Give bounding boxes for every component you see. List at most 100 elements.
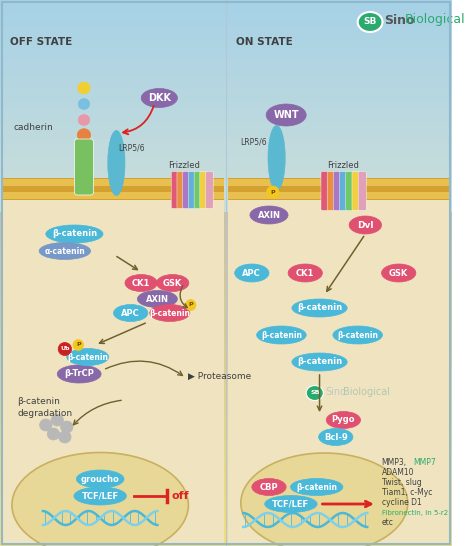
Text: P: P (271, 189, 275, 194)
Text: Dvl: Dvl (357, 221, 374, 229)
Bar (0, 136, 452, 144)
Bar (3, 200, 224, 543)
FancyBboxPatch shape (321, 171, 329, 211)
Text: Pygo: Pygo (332, 416, 355, 424)
Bar (0, 396, 452, 403)
Text: Bcl-9: Bcl-9 (324, 432, 347, 442)
Bar (0, 355, 452, 363)
Bar (0, 376, 452, 383)
Ellipse shape (77, 129, 91, 141)
Bar (0, 532, 452, 540)
Bar (0, 348, 452, 356)
Text: AXIN: AXIN (146, 294, 169, 304)
Bar (0, 382, 452, 390)
Text: Ub: Ub (60, 347, 70, 352)
Ellipse shape (268, 126, 285, 191)
Bar (0, 437, 452, 444)
FancyBboxPatch shape (188, 171, 196, 209)
Text: β-catenin: β-catenin (297, 304, 342, 312)
Text: TCF/LEF: TCF/LEF (82, 491, 118, 501)
Bar (0, 362, 452, 370)
Text: ON STATE: ON STATE (236, 37, 292, 47)
Ellipse shape (58, 342, 72, 355)
FancyBboxPatch shape (194, 171, 202, 209)
Bar (0, 341, 452, 349)
Text: Biological: Biological (343, 387, 391, 397)
Text: β-catenin: β-catenin (67, 353, 108, 361)
FancyBboxPatch shape (182, 171, 190, 209)
FancyBboxPatch shape (358, 171, 366, 211)
Ellipse shape (78, 82, 90, 94)
Text: SB: SB (364, 17, 377, 27)
FancyBboxPatch shape (200, 171, 208, 209)
Text: DKK: DKK (148, 93, 171, 103)
Text: β-catenin: β-catenin (52, 229, 97, 239)
Text: off: off (172, 491, 189, 501)
Ellipse shape (73, 340, 83, 351)
Bar (228, 179, 449, 186)
Text: β-catenin: β-catenin (296, 483, 337, 491)
Text: etc: etc (382, 518, 393, 527)
Ellipse shape (76, 470, 124, 488)
Ellipse shape (358, 12, 383, 32)
Bar (0, 82, 452, 90)
Bar (0, 103, 452, 110)
Bar (0, 191, 452, 199)
FancyBboxPatch shape (74, 139, 93, 195)
Ellipse shape (125, 275, 157, 292)
Text: Biological: Biological (404, 14, 465, 27)
Ellipse shape (235, 264, 269, 282)
Text: CK1: CK1 (132, 278, 150, 288)
Bar (0, 450, 452, 458)
Bar (0, 369, 452, 376)
Bar (0, 157, 452, 165)
Bar (0, 430, 452, 438)
Ellipse shape (185, 300, 196, 311)
Text: degradation: degradation (17, 408, 73, 418)
Ellipse shape (250, 206, 288, 224)
Ellipse shape (382, 264, 416, 282)
Ellipse shape (326, 412, 361, 429)
Text: Sino: Sino (384, 14, 415, 27)
Bar (0, 505, 452, 513)
Ellipse shape (319, 429, 353, 446)
Bar (0, 539, 452, 546)
Bar (0, 471, 452, 479)
Text: LRP5/6: LRP5/6 (118, 144, 145, 152)
Bar (0, 246, 452, 253)
Text: GSK: GSK (163, 278, 182, 288)
Bar (0, 48, 452, 56)
Text: β-catenin: β-catenin (337, 330, 378, 340)
Text: β-TrCP: β-TrCP (64, 370, 94, 378)
Bar (0, 334, 452, 342)
Bar (0, 321, 452, 329)
Ellipse shape (150, 305, 190, 322)
Bar (0, 239, 452, 247)
Bar (0, 130, 452, 138)
Ellipse shape (292, 353, 347, 371)
Ellipse shape (266, 104, 306, 126)
Ellipse shape (59, 431, 71, 443)
Bar (0, 294, 452, 301)
Ellipse shape (291, 478, 343, 496)
Bar (0, 55, 452, 62)
Text: P: P (76, 342, 81, 347)
Bar (0, 485, 452, 492)
FancyBboxPatch shape (171, 171, 179, 209)
Ellipse shape (256, 326, 306, 344)
Ellipse shape (57, 365, 101, 383)
Bar (3, 178, 224, 200)
Text: Sino: Sino (325, 387, 346, 397)
Text: β-catenin: β-catenin (261, 330, 302, 340)
Text: MMP7: MMP7 (413, 458, 436, 467)
Bar (0, 457, 452, 465)
Bar (0, 443, 452, 452)
Bar (0, 512, 452, 520)
Bar (0, 423, 452, 431)
Bar (0, 307, 452, 315)
Text: groucho: groucho (81, 474, 119, 484)
Bar (0, 478, 452, 485)
FancyBboxPatch shape (206, 171, 213, 209)
Ellipse shape (39, 242, 91, 259)
Ellipse shape (113, 305, 148, 322)
